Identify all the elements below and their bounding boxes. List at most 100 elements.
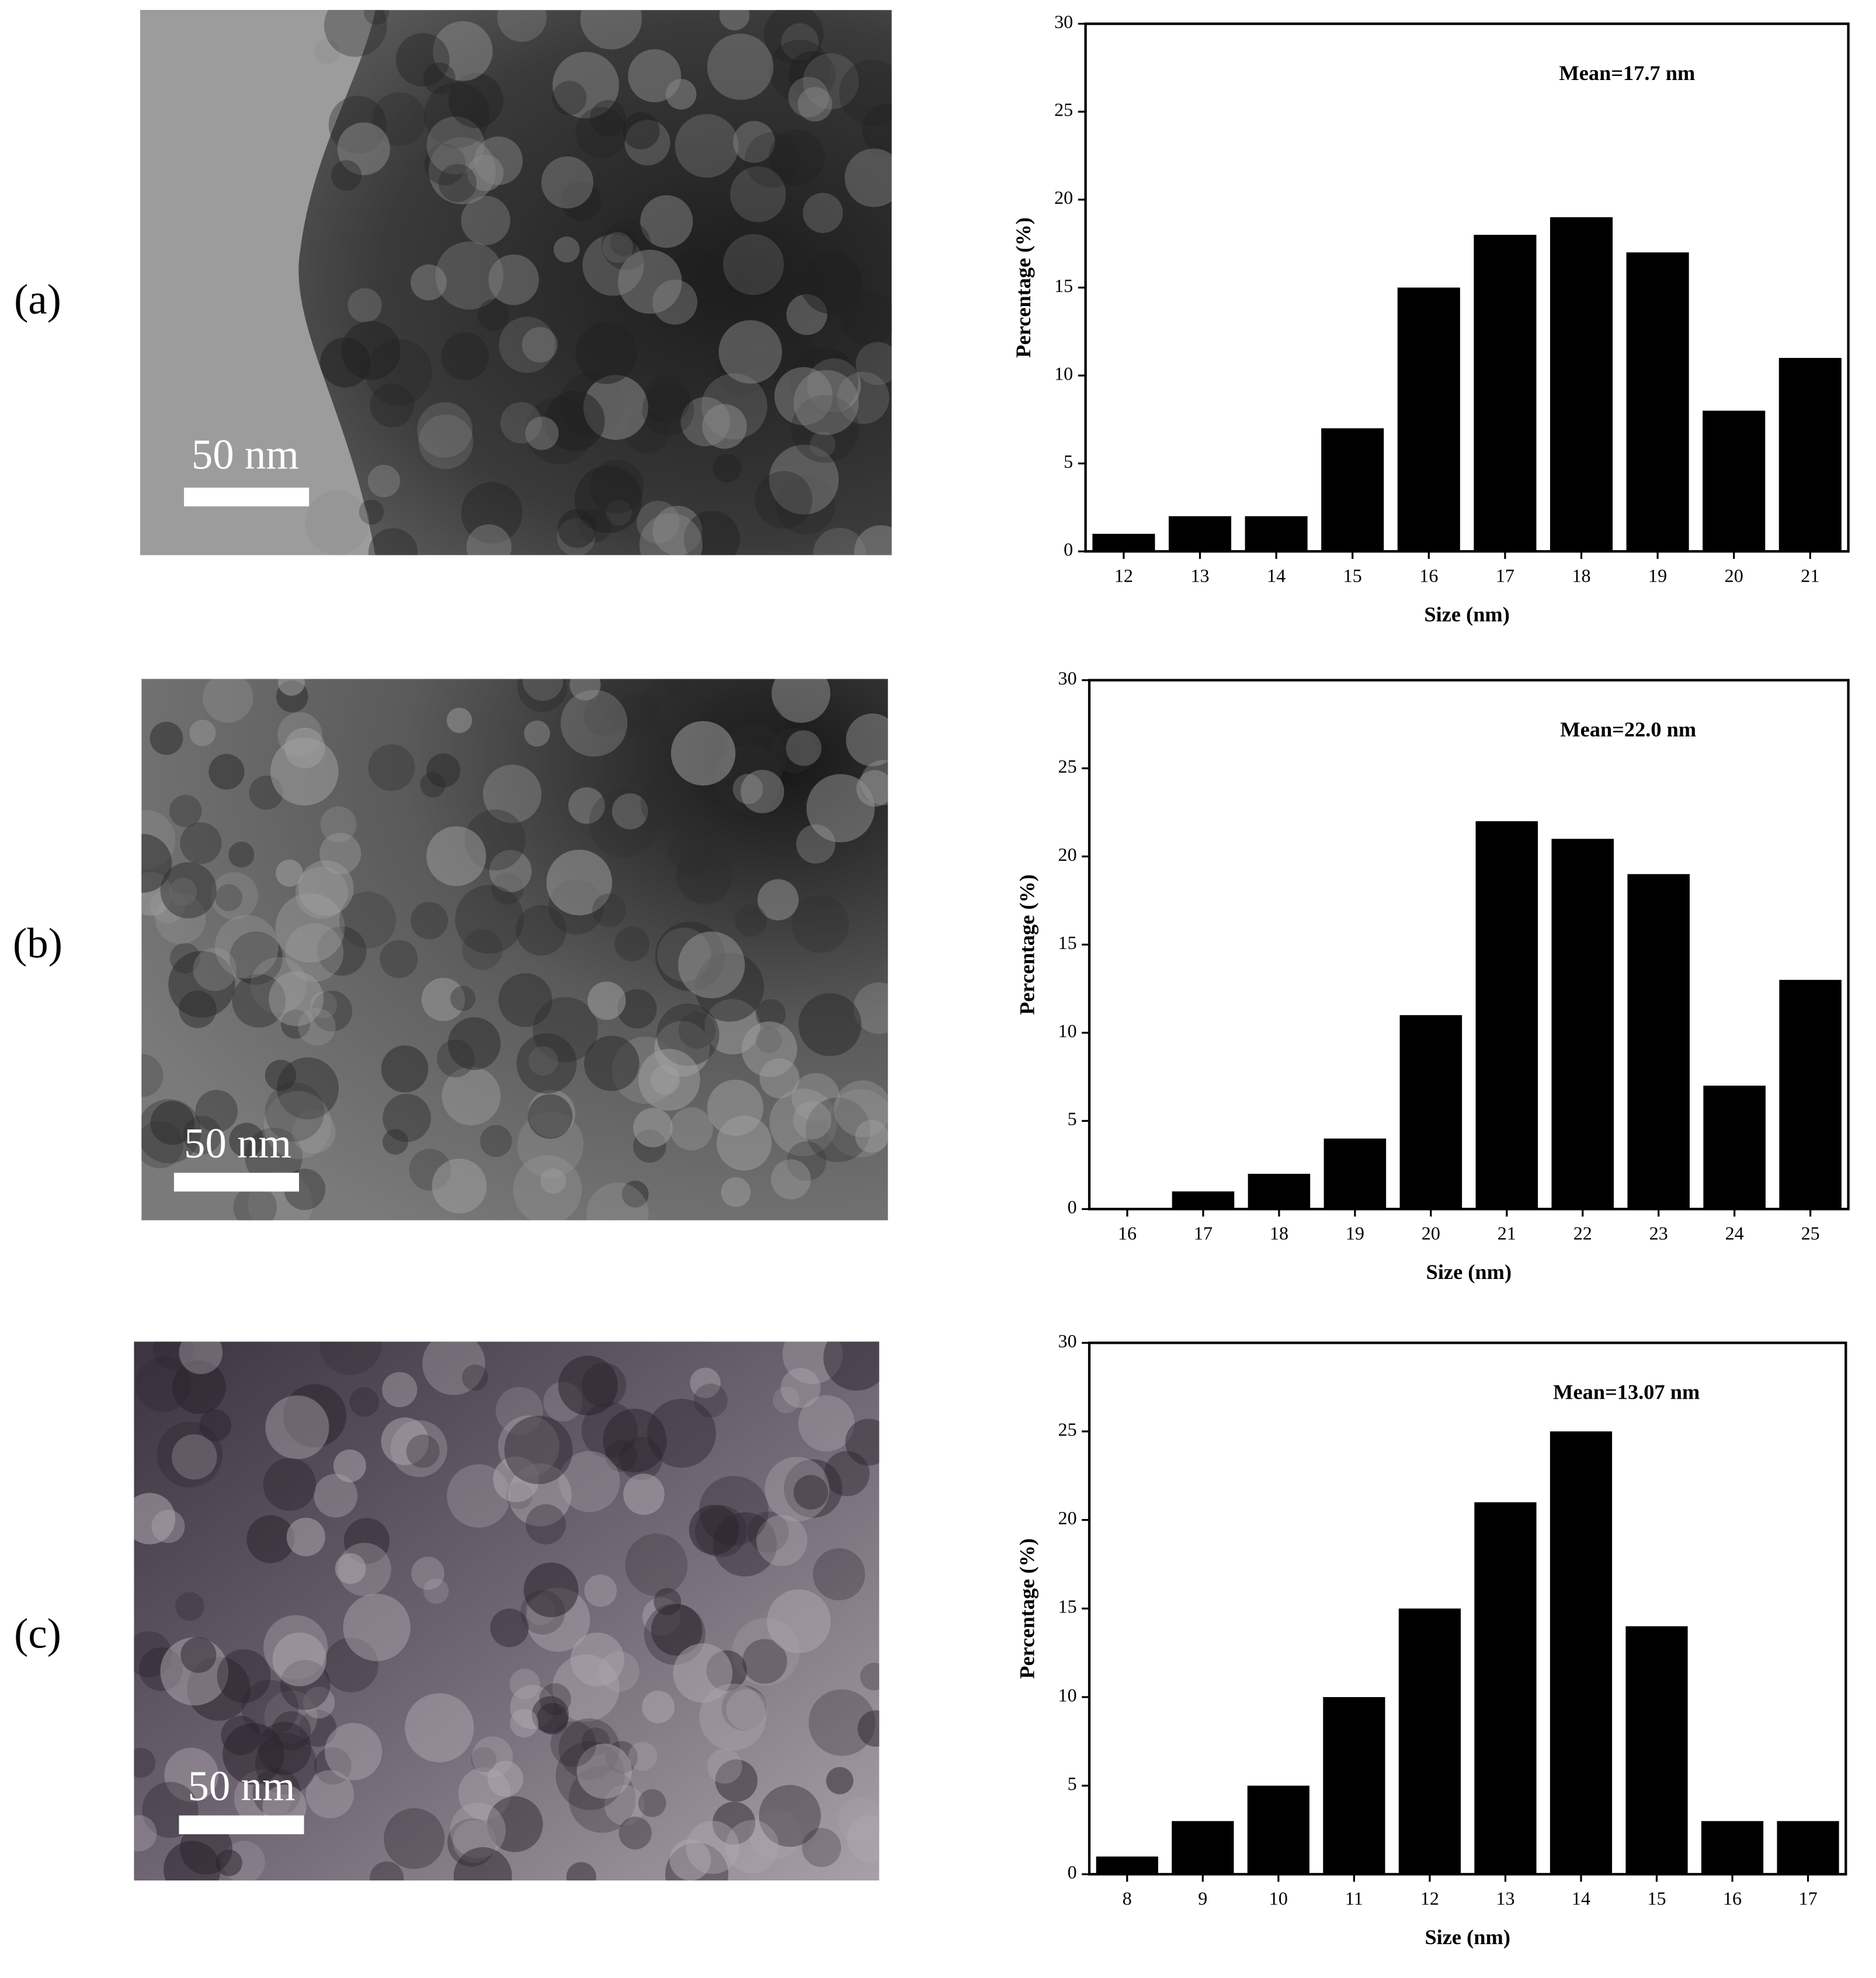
particle xyxy=(517,679,568,712)
particle xyxy=(540,1168,567,1194)
particle xyxy=(524,720,550,747)
particle xyxy=(172,1360,226,1414)
bar xyxy=(1474,1502,1537,1875)
particle xyxy=(180,822,222,864)
particle xyxy=(558,1451,620,1513)
particle xyxy=(193,947,237,992)
bar xyxy=(1323,1138,1387,1209)
particle xyxy=(638,1789,666,1817)
particle xyxy=(278,679,305,696)
particle xyxy=(333,1449,366,1482)
particle xyxy=(199,1409,231,1441)
particle xyxy=(730,166,786,223)
scale-bar-label: 50 nm xyxy=(184,1120,291,1167)
x-tick-label: 23 xyxy=(1649,1223,1668,1244)
particle xyxy=(617,989,657,1029)
particle xyxy=(228,842,255,868)
particle xyxy=(488,254,539,305)
particle xyxy=(339,891,397,949)
scale-bar xyxy=(179,1815,304,1834)
particle xyxy=(741,1021,797,1077)
particle xyxy=(797,87,832,122)
particle xyxy=(793,1101,832,1139)
particle xyxy=(802,193,843,233)
particle xyxy=(790,347,859,416)
particle xyxy=(642,384,694,436)
y-tick-label: 30 xyxy=(1058,668,1077,689)
particle xyxy=(763,10,824,64)
particle xyxy=(233,1185,277,1221)
particle xyxy=(802,53,859,110)
x-tick-label: 17 xyxy=(1496,565,1514,586)
particle xyxy=(265,1082,325,1142)
particle xyxy=(516,905,567,956)
particle xyxy=(497,10,547,42)
x-tick-label: 12 xyxy=(1114,565,1133,586)
particle xyxy=(726,1689,767,1730)
particle xyxy=(381,1045,429,1093)
particle xyxy=(229,1122,264,1158)
particle xyxy=(741,770,784,814)
particle xyxy=(845,1419,880,1466)
particle xyxy=(442,1066,501,1126)
particle xyxy=(805,1097,871,1163)
particle xyxy=(417,402,473,458)
particle xyxy=(678,931,745,999)
particle xyxy=(676,847,733,904)
particle xyxy=(269,971,324,1027)
particle xyxy=(749,1808,801,1860)
particle xyxy=(299,1709,336,1747)
particle xyxy=(668,825,718,875)
particle xyxy=(134,1631,172,1678)
bar xyxy=(1248,1173,1311,1209)
particle xyxy=(769,1089,838,1156)
particle xyxy=(447,1818,496,1867)
particle xyxy=(365,339,432,406)
y-tick-label: 15 xyxy=(1054,275,1073,296)
particle xyxy=(155,893,206,944)
particle xyxy=(670,1107,713,1150)
bar xyxy=(1247,1785,1309,1875)
particle xyxy=(583,1035,640,1091)
particle xyxy=(217,1649,271,1704)
particle xyxy=(625,1534,688,1597)
plot-frame xyxy=(1088,679,1850,1211)
bar xyxy=(1474,235,1537,552)
y-tick-label: 0 xyxy=(1068,1197,1077,1218)
particle xyxy=(557,518,595,555)
particle xyxy=(580,10,642,50)
particle xyxy=(734,904,767,937)
bar xyxy=(1701,1821,1764,1875)
particle xyxy=(786,730,822,766)
x-tick-label: 15 xyxy=(1647,1888,1666,1909)
particle xyxy=(582,234,644,296)
x-tick-label: 16 xyxy=(1118,1223,1137,1244)
y-tick-label: 15 xyxy=(1058,1596,1077,1617)
particle xyxy=(319,833,362,875)
particle xyxy=(581,1362,627,1407)
y-axis-label: Percentage (%) xyxy=(1016,1538,1039,1679)
particle xyxy=(209,753,245,790)
particle xyxy=(203,679,253,723)
particle xyxy=(406,1434,440,1468)
particle xyxy=(466,524,512,555)
particle xyxy=(516,1033,577,1094)
particle xyxy=(640,195,693,248)
particle xyxy=(509,1668,540,1699)
particle xyxy=(641,679,701,737)
particle xyxy=(610,230,637,256)
y-tick-label: 10 xyxy=(1058,1020,1077,1041)
particle xyxy=(382,1372,418,1407)
particle xyxy=(151,1510,185,1544)
particle xyxy=(773,1386,800,1414)
particle xyxy=(652,279,697,325)
particle xyxy=(455,885,524,954)
particle xyxy=(510,1685,555,1729)
particle xyxy=(808,1689,876,1756)
particle xyxy=(552,1654,620,1722)
particle xyxy=(807,358,861,413)
particle xyxy=(826,1767,854,1795)
x-tick-label: 19 xyxy=(1648,565,1667,586)
particle xyxy=(513,1155,582,1221)
particle xyxy=(601,220,651,270)
